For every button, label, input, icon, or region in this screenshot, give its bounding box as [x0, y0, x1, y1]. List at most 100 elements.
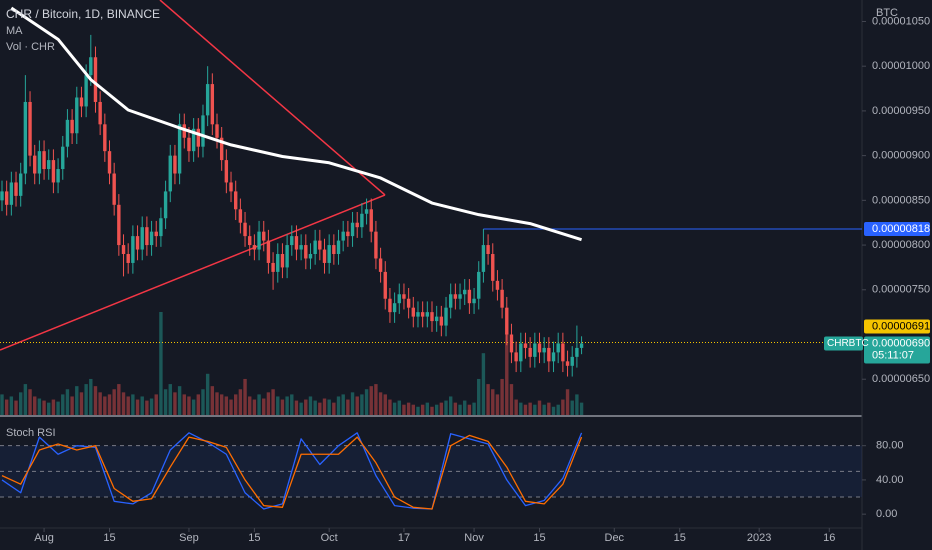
- candle-body: [112, 173, 116, 205]
- volume-bar: [346, 399, 350, 415]
- candle-body: [402, 294, 406, 299]
- moving-average: [10, 6, 583, 242]
- volume-bar: [434, 404, 439, 415]
- volume-bar: [70, 396, 74, 415]
- volume-bar: [388, 399, 392, 415]
- candle-body: [75, 97, 79, 134]
- candle-body: [332, 245, 336, 255]
- candle-body: [121, 245, 126, 255]
- volume-bar: [458, 404, 462, 415]
- candle-body: [355, 222, 359, 228]
- volume-bar: [219, 394, 224, 415]
- rsi-label: Stoch RSI: [6, 427, 56, 439]
- volume-bar: [528, 402, 532, 415]
- candle-body: [280, 254, 285, 268]
- candle-body: [533, 343, 537, 357]
- volume-bar: [448, 396, 453, 415]
- volume-bar: [163, 389, 168, 415]
- candle-body: [486, 245, 490, 255]
- volume-bar: [364, 389, 369, 415]
- candle-body: [47, 160, 51, 170]
- candle-body: [369, 209, 373, 232]
- candle-body: [500, 289, 504, 308]
- candle-body: [570, 356, 574, 366]
- candle-body: [448, 294, 453, 308]
- candle-body: [444, 307, 448, 326]
- candle-body: [392, 303, 397, 313]
- candle-body: [322, 249, 327, 263]
- candle-body: [187, 137, 191, 152]
- candle-body: [271, 262, 275, 272]
- last-price-label: 0.00000690: [872, 337, 930, 349]
- price-label-box: [864, 319, 930, 334]
- volume-bar: [187, 396, 191, 415]
- volume-bar: [542, 404, 546, 415]
- candle-body: [495, 280, 500, 290]
- volume-bar: [500, 378, 504, 415]
- candle-body: [93, 57, 98, 102]
- candle-body: [257, 231, 261, 250]
- candle-body: [215, 124, 219, 138]
- candle-body: [107, 151, 112, 174]
- candle-body: [196, 128, 201, 147]
- candle-body: [299, 245, 303, 250]
- candle-body: [135, 236, 140, 250]
- volume-bar: [406, 402, 411, 415]
- candle-body: [304, 245, 308, 259]
- price-label-box: [864, 221, 930, 236]
- x-tick-label: Sep: [179, 532, 199, 544]
- candle-body: [425, 312, 430, 317]
- volume-bar: [233, 394, 238, 415]
- volume-bar: [561, 399, 565, 415]
- volume-bar: [565, 389, 570, 415]
- candle-body: [318, 240, 322, 250]
- volume-bar: [481, 353, 486, 415]
- x-tick-label: 17: [398, 532, 410, 544]
- volume-bar: [56, 401, 60, 415]
- candle-body: [346, 231, 350, 237]
- candle-body: [276, 254, 280, 272]
- currency-label: BTC: [876, 7, 898, 19]
- volume-bar: [285, 396, 289, 415]
- candle-body: [528, 347, 532, 357]
- volume-bar: [495, 394, 500, 415]
- volume-bar: [93, 386, 98, 415]
- candle-body: [556, 343, 560, 353]
- volume-bar: [37, 398, 42, 415]
- x-tick-label: 2023: [747, 532, 771, 544]
- candle-body: [467, 289, 472, 304]
- candle-body: [42, 151, 46, 170]
- volume-bar: [304, 399, 308, 415]
- candle-body: [313, 240, 317, 255]
- volume-bar: [383, 394, 387, 415]
- volume-bar: [154, 394, 158, 415]
- candle-body: [420, 312, 425, 317]
- volume-bar: [444, 400, 448, 415]
- x-tick-label: 15: [533, 532, 545, 544]
- volume-bar: [519, 402, 523, 415]
- candle-body: [140, 227, 144, 250]
- volume-bar: [514, 399, 518, 415]
- candle-body: [89, 57, 93, 76]
- candle-body: [561, 343, 565, 362]
- candle-body: [145, 227, 149, 246]
- candle-body: [238, 209, 243, 223]
- volume-bar: [159, 312, 163, 415]
- candle-body: [364, 209, 369, 214]
- candle-body: [84, 75, 88, 107]
- candle-body: [290, 236, 294, 246]
- candle-body: [458, 294, 462, 299]
- x-tick-label: Aug: [34, 532, 54, 544]
- volume-bar: [210, 386, 215, 415]
- volume-bar: [266, 392, 271, 415]
- volume-bar: [276, 396, 280, 415]
- volume-bar: [112, 389, 116, 415]
- volume-bar: [570, 400, 574, 415]
- candle-body: [173, 155, 177, 174]
- candle-body: [481, 245, 486, 272]
- volume-bar: [472, 402, 476, 415]
- volume-bar: [430, 406, 434, 415]
- candle-body: [37, 151, 42, 174]
- candle-body: [406, 298, 411, 308]
